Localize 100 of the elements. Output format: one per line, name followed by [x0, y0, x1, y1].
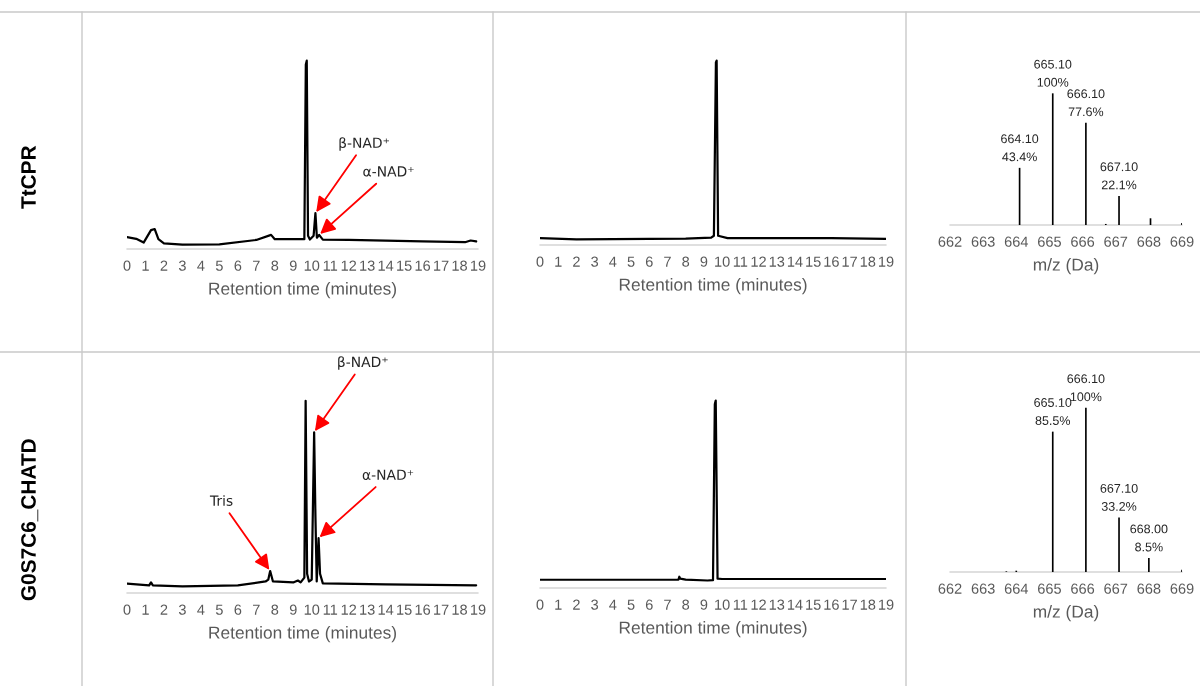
x-tick-label: 10: [715, 256, 730, 267]
x-tick-label: 6: [645, 256, 653, 267]
x-tick-label: 17: [434, 260, 449, 271]
x-tick-label: 12: [341, 260, 357, 271]
x-tick-label: 12: [751, 256, 766, 267]
x-tick-label: 668: [1137, 236, 1161, 247]
data-label: 100%: [1070, 392, 1102, 402]
annotation: α-NAD⁺: [362, 469, 414, 480]
x-tick-label: 667: [1104, 236, 1128, 247]
x-tick-label: 6: [234, 604, 242, 615]
x-tick-label: 11: [323, 260, 338, 271]
x-tick-label: 0: [123, 604, 131, 615]
x-tick-label: 2: [160, 604, 168, 615]
x-tick-label: 4: [197, 604, 205, 615]
x-tick-label: 8: [682, 599, 690, 610]
x-tick-label: 6: [234, 260, 242, 271]
annotation: 664.10: [1001, 134, 1039, 144]
x-tick-label: 13: [769, 599, 785, 610]
x-tick-label: 1: [142, 604, 149, 615]
annotation: 665.10: [1034, 398, 1072, 407]
annotation: β-NAD⁺: [338, 356, 388, 370]
x-tick-label: 19: [471, 260, 486, 271]
data-label: 22.1%: [1101, 180, 1137, 190]
x-tick-label: 1: [555, 256, 562, 267]
x-tick-label: 662: [938, 583, 962, 594]
x-tick-label: 7: [664, 599, 671, 610]
x-tick-label: 5: [215, 260, 223, 271]
x-tick-label: 2: [573, 599, 580, 610]
x-tick-label: 14: [787, 256, 803, 267]
x-tick-label: 14: [378, 260, 394, 271]
x-tick-label: 15: [806, 599, 821, 610]
annotation: 665.10: [1034, 59, 1072, 69]
y-axis-title: G0S7C6_CHATD: [21, 439, 39, 601]
x-tick-label: 3: [178, 260, 186, 271]
x-axis-title: Retention time (minutes): [619, 278, 807, 295]
x-tick-label: 8: [271, 260, 279, 271]
data-label: 77.6%: [1068, 107, 1104, 117]
x-tick-label: 7: [253, 260, 260, 271]
x-tick-label: 9: [700, 256, 708, 267]
x-tick-label: 18: [452, 604, 467, 615]
x-tick-label: 17: [434, 604, 449, 615]
x-axis-title: Retention time (minutes): [209, 626, 396, 643]
data-label: 85.5%: [1035, 416, 1071, 425]
x-tick-label: 16: [824, 256, 839, 267]
x-tick-label: 2: [573, 256, 580, 267]
x-tick-label: 16: [415, 604, 431, 615]
x-tick-label: 4: [609, 256, 617, 267]
annotation: β-NAD⁺: [339, 137, 390, 151]
x-tick-label: 19: [471, 604, 486, 615]
x-tick-label: 17: [842, 256, 857, 267]
x-tick-label: 9: [289, 604, 297, 615]
x-tick-label: 3: [591, 599, 599, 610]
x-tick-label: 662: [938, 236, 962, 247]
x-tick-label: 15: [397, 604, 412, 615]
x-tick-label: 7: [664, 256, 671, 267]
x-axis-title: m/z (Da): [1033, 605, 1099, 622]
x-tick-label: 18: [860, 599, 876, 610]
annotation: 667.10: [1100, 483, 1138, 493]
x-tick-label: 667: [1104, 583, 1128, 594]
x-axis-title: Retention time (minutes): [209, 282, 396, 299]
x-tick-label: 11: [733, 599, 748, 610]
x-tick-label: 16: [415, 260, 431, 271]
x-tick-label: 3: [591, 256, 599, 267]
x-tick-label: 5: [627, 599, 635, 610]
x-tick-label: 669: [1170, 236, 1194, 247]
x-tick-label: 1: [555, 599, 562, 610]
x-tick-label: 663: [971, 236, 995, 247]
x-tick-label: 0: [536, 599, 544, 610]
x-tick-label: 663: [971, 583, 995, 594]
x-tick-label: 2: [160, 260, 168, 271]
x-tick-label: 13: [769, 256, 785, 267]
x-tick-label: 9: [700, 599, 708, 610]
annotation: 667.10: [1100, 162, 1138, 172]
x-tick-label: 666: [1071, 583, 1095, 594]
x-tick-label: 9: [289, 260, 297, 271]
data-label: 33.2%: [1101, 502, 1137, 511]
x-tick-label: 8: [271, 604, 279, 615]
x-tick-label: 5: [627, 256, 635, 267]
x-tick-label: 3: [178, 604, 186, 615]
x-tick-label: 10: [304, 260, 320, 271]
x-tick-label: 665: [1038, 583, 1061, 594]
y-axis-title: TtCPR: [21, 145, 36, 209]
annotation: 666.10: [1067, 374, 1105, 384]
x-tick-label: 1: [142, 260, 149, 271]
x-tick-label: 11: [323, 604, 338, 615]
annotation: 668.00: [1130, 524, 1168, 534]
x-tick-label: 11: [733, 256, 748, 267]
x-tick-label: 668: [1137, 583, 1161, 594]
annotation: 666.10: [1067, 89, 1105, 99]
x-tick-label: 19: [879, 599, 894, 610]
x-tick-label: 18: [452, 260, 467, 271]
x-tick-label: 18: [860, 256, 876, 267]
x-tick-label: 8: [682, 256, 690, 267]
x-axis-title: Retention time (minutes): [619, 621, 807, 638]
x-tick-label: 0: [536, 256, 544, 267]
x-tick-label: 15: [806, 256, 821, 267]
x-tick-label: 669: [1170, 583, 1194, 594]
x-tick-label: 0: [123, 260, 131, 271]
x-tick-label: 12: [341, 604, 357, 615]
x-tick-label: 12: [751, 599, 766, 610]
